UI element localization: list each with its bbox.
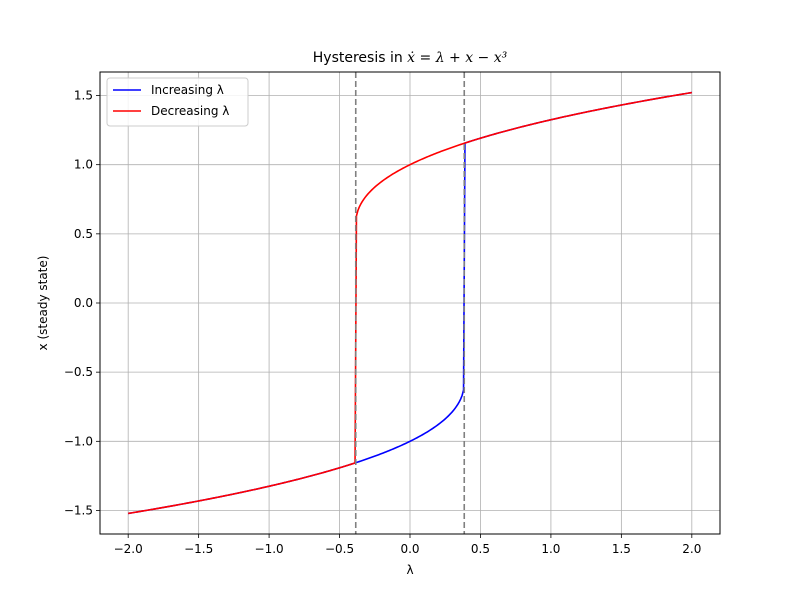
y-tick-label: 1.0 (74, 158, 93, 172)
x-tick-label: 0.5 (471, 542, 490, 556)
x-tick-label: 1.0 (541, 542, 560, 556)
y-axis-label: x (steady state) (36, 256, 50, 351)
legend-box (106, 77, 249, 127)
x-axis-label: λ (406, 563, 413, 577)
x-tick-label: −1.0 (255, 542, 284, 556)
y-tick-label: −0.5 (64, 365, 93, 379)
y-tick-label: 0.5 (74, 227, 93, 241)
plot-lines (128, 91, 692, 515)
x-tick-label: −1.5 (184, 542, 213, 556)
threshold-lines (354, 72, 466, 534)
y-ticks: −1.5 −1.0 −0.5 0.0 0.5 1.0 1.5 (64, 89, 100, 517)
x-tick-label: −0.5 (325, 542, 354, 556)
y-tick-label: 1.5 (74, 89, 93, 103)
series-line-decreasing (128, 91, 692, 515)
legend: Increasing λ Decreasing λ (106, 77, 249, 127)
x-tick-label: −2.0 (114, 542, 143, 556)
y-tick-label: 0.0 (74, 296, 93, 310)
y-tick-label: −1.5 (64, 503, 93, 517)
x-ticks: −2.0 −1.5 −1.0 −0.5 0.0 0.5 1.0 1.5 2.0 (114, 534, 701, 556)
x-tick-label: 0.0 (400, 542, 419, 556)
grid (100, 72, 720, 534)
chart-title-equation: ẋ = λ + x − x³ (407, 50, 507, 66)
legend-label-increasing: Increasing λ (151, 83, 224, 97)
x-tick-label: 2.0 (682, 542, 701, 556)
x-tick-label: 1.5 (612, 542, 631, 556)
y-tick-label: −1.0 (64, 434, 93, 448)
legend-label-decreasing: Decreasing λ (151, 104, 229, 118)
chart-title-text: Hysteresis in (313, 50, 407, 66)
chart-title: Hysteresis in ẋ = λ + x − x³ (313, 50, 508, 66)
